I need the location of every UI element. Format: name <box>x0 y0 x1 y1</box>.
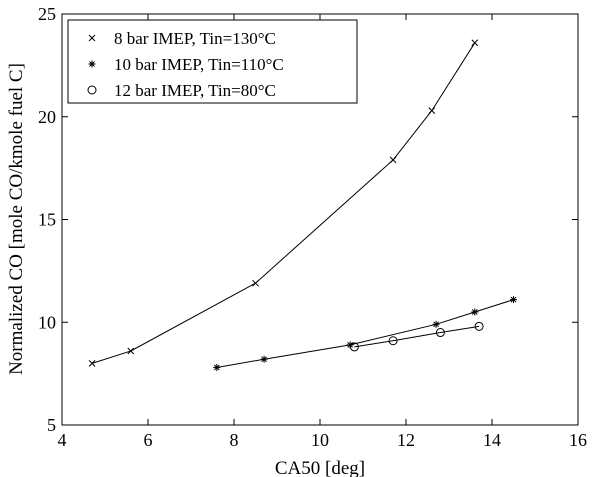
axis-ticks <box>61 13 579 426</box>
series-2 <box>349 321 484 352</box>
data-point-0-0 <box>88 359 96 367</box>
x-tick-label: 6 <box>144 430 153 450</box>
data-point-1-1 <box>260 355 268 363</box>
data-point-2-0 <box>349 342 359 352</box>
data-point-1-5 <box>510 296 517 304</box>
legend-label-2: 12 bar IMEP, Tin=80°C <box>114 81 276 100</box>
axis-tick-labels: 4 6 8 10 12 14 16 5 10 15 20 25 <box>38 4 587 450</box>
y-tick-label: 5 <box>47 415 56 435</box>
legend-marker-1 <box>88 60 96 68</box>
data-point-2-3 <box>474 321 484 331</box>
data-point-2-1 <box>388 336 398 346</box>
legend: 8 bar IMEP, Tin=130°C 10 bar IMEP, Tin=1… <box>67 19 358 104</box>
x-tick-label: 12 <box>397 430 415 450</box>
data-point-0-2 <box>252 279 259 287</box>
data-point-1-4 <box>471 308 479 316</box>
legend-marker-2 <box>87 85 97 95</box>
series-line-1 <box>216 299 514 368</box>
series-1 <box>213 296 517 371</box>
y-tick-label: 20 <box>38 107 56 127</box>
x-tick-label: 14 <box>483 430 501 450</box>
data-point-0-4 <box>428 107 436 114</box>
series-0 <box>88 39 479 367</box>
data-point-1-3 <box>432 320 440 328</box>
legend-label-0: 8 bar IMEP, Tin=130°C <box>114 29 276 48</box>
series-line-2 <box>354 325 480 348</box>
x-tick-label: 8 <box>230 430 239 450</box>
y-axis-label: Normalized CO [mole CO/kmole fuel C] <box>6 63 27 375</box>
x-tick-label: 4 <box>58 430 67 450</box>
y-tick-label: 10 <box>38 312 56 332</box>
x-tick-label: 10 <box>311 430 329 450</box>
legend-markers <box>87 34 97 95</box>
y-tick-label: 15 <box>38 210 56 230</box>
data-point-0-1 <box>127 347 135 355</box>
legend-label-1: 10 bar IMEP, Tin=110°C <box>114 55 284 74</box>
series-line-0 <box>91 42 476 364</box>
legend-marker-0 <box>88 34 96 42</box>
data-point-2-2 <box>435 328 445 338</box>
y-tick-label: 25 <box>38 4 56 24</box>
data-point-0-3 <box>389 156 397 164</box>
x-tick-label: 16 <box>569 430 587 450</box>
legend-box <box>67 19 358 104</box>
data-point-1-0 <box>213 363 221 371</box>
x-axis-label: CA50 [deg] <box>275 458 365 477</box>
series-layer <box>88 39 517 371</box>
data-point-0-5 <box>471 39 479 47</box>
